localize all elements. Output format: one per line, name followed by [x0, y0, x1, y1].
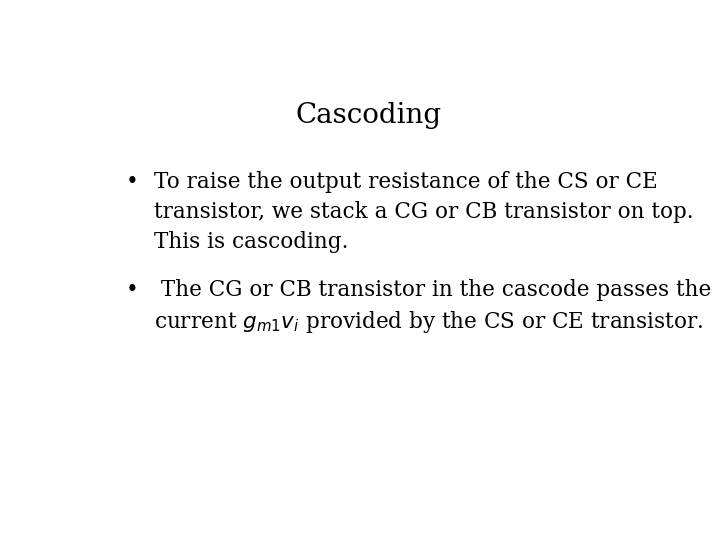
Text: The CG or CB transistor in the cascode passes the: The CG or CB transistor in the cascode p…	[154, 279, 711, 301]
Text: current $g_{m1}v_i$ provided by the CS or CE transistor.: current $g_{m1}v_i$ provided by the CS o…	[154, 309, 703, 335]
Text: To raise the output resistance of the CS or CE: To raise the output resistance of the CS…	[154, 171, 658, 193]
Text: Cascoding: Cascoding	[296, 102, 442, 129]
Text: •: •	[125, 171, 138, 193]
Text: transistor, we stack a CG or CB transistor on top.: transistor, we stack a CG or CB transist…	[154, 201, 693, 223]
Text: This is cascoding.: This is cascoding.	[154, 231, 348, 253]
Text: •: •	[125, 279, 138, 301]
